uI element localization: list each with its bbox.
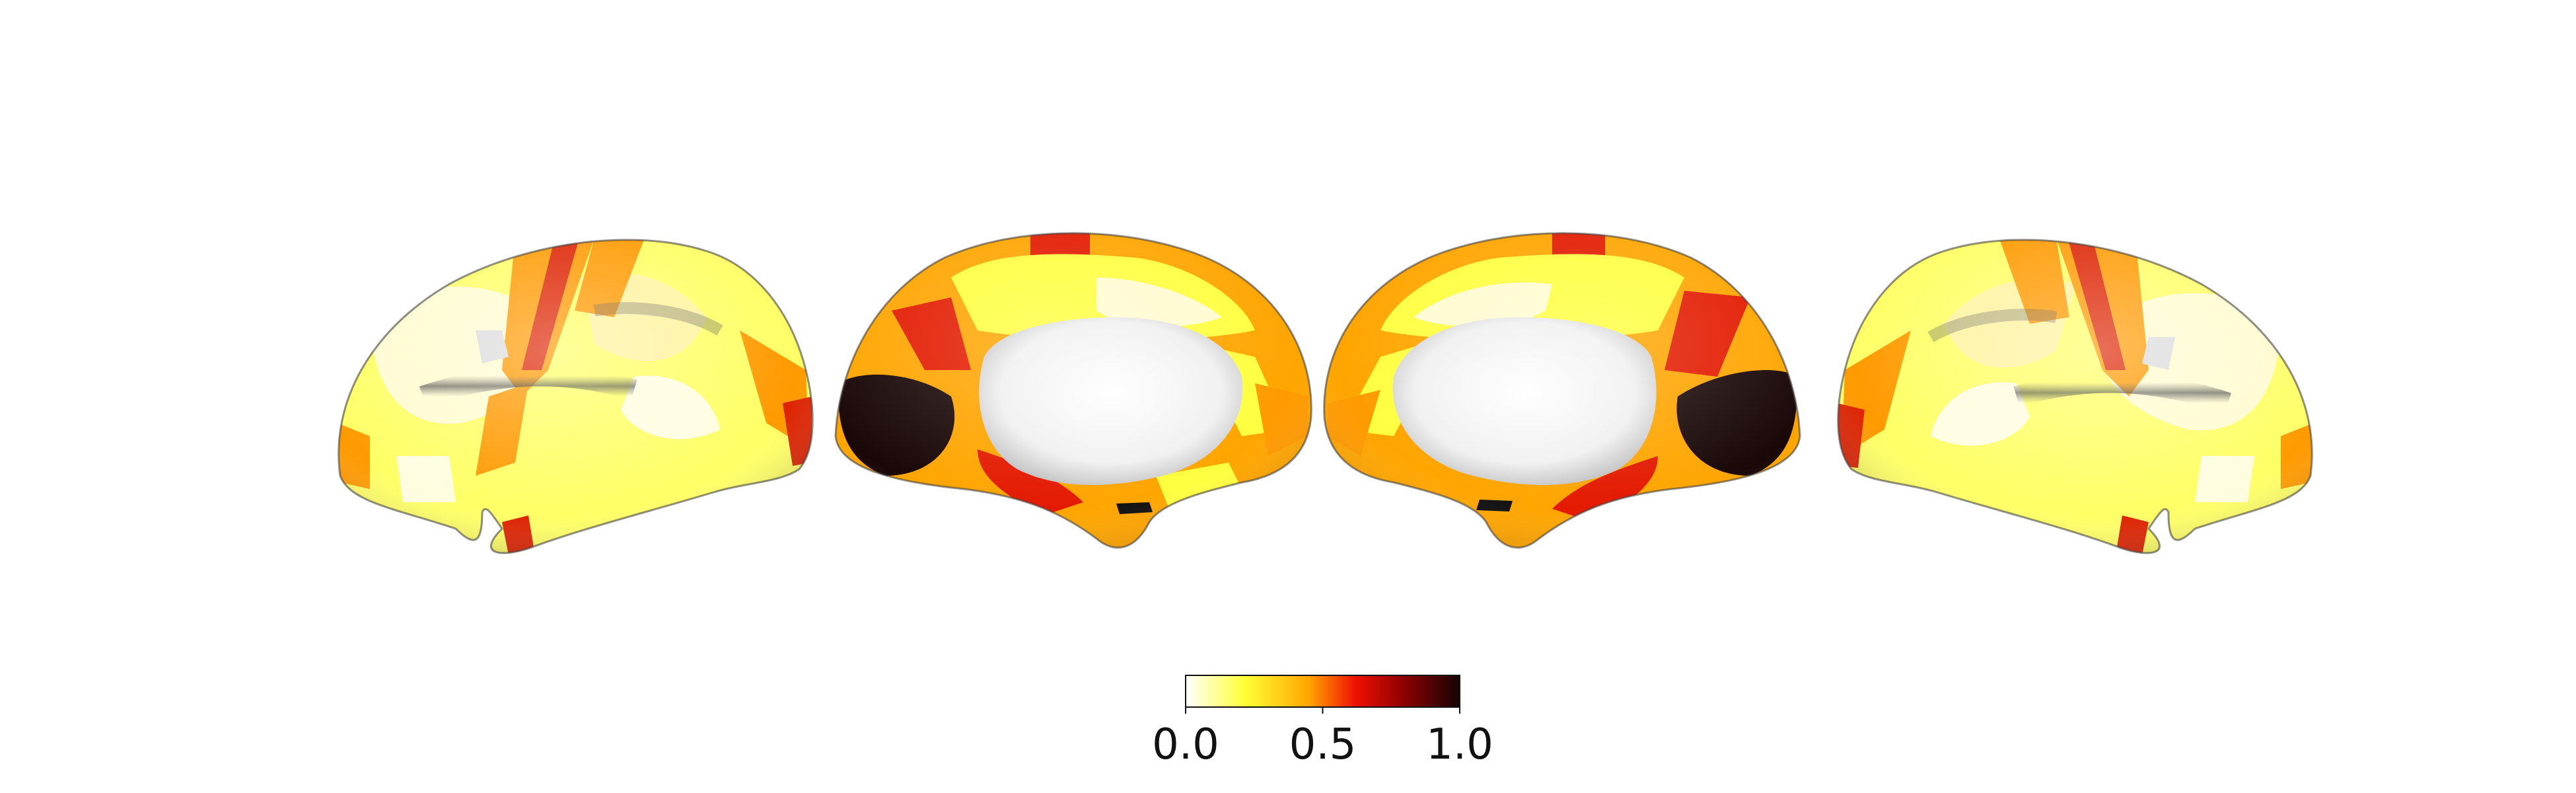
colorbar-tick-label: 0.0 — [1152, 720, 1219, 769]
brain-right-medial — [1323, 232, 1801, 549]
colorbar-tick-label: 0.5 — [1289, 720, 1357, 769]
brain-left-lateral — [338, 239, 814, 554]
colorbar-gradient — [1185, 675, 1460, 708]
brain-right-lateral — [1837, 239, 2313, 554]
colorbar: 0.0 0.5 1.0 — [1152, 675, 1493, 769]
colorbar-tick-label: 1.0 — [1426, 720, 1493, 769]
colorbar-ticks: 0.0 0.5 1.0 — [1152, 707, 1493, 769]
brain-left-medial — [834, 232, 1312, 549]
